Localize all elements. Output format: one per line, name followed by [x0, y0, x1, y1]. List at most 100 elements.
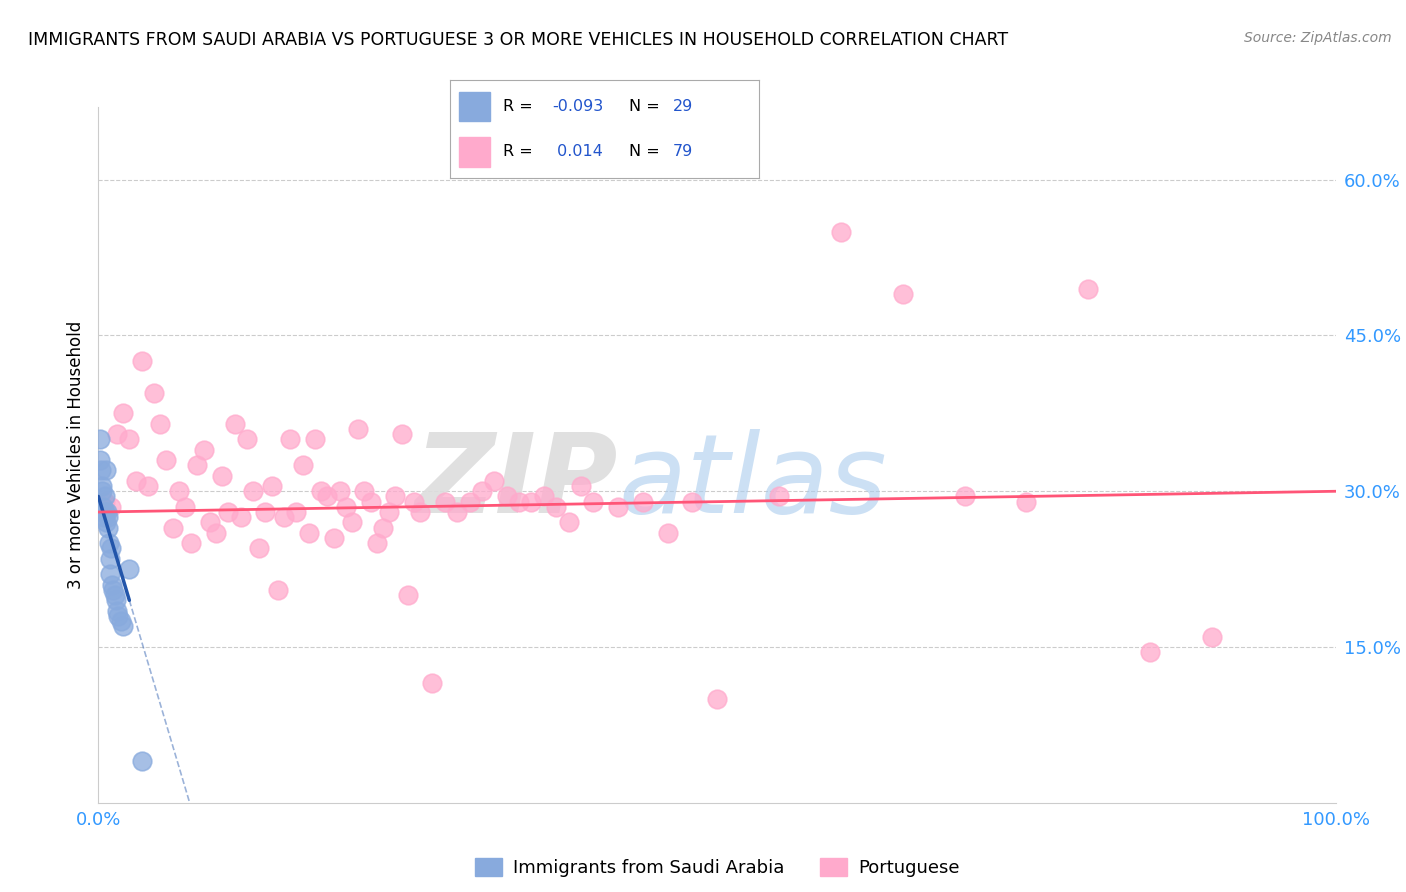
Point: [236, 433, 259, 447]
Point: [104, 593, 127, 607]
Point: [112, 406, 135, 420]
Point: [304, 433, 326, 447]
Point: [396, 588, 419, 602]
Point: [180, 536, 202, 550]
Point: [118, 433, 141, 447]
Point: [105, 604, 128, 618]
Point: [422, 676, 444, 690]
Text: Source: ZipAtlas.com: Source: ZipAtlas.com: [1244, 31, 1392, 45]
Point: [155, 453, 177, 467]
Point: [96, 505, 118, 519]
Point: [657, 525, 679, 540]
Point: [229, 510, 252, 524]
Point: [105, 427, 128, 442]
Point: [569, 479, 592, 493]
Point: [97, 510, 120, 524]
Point: [1077, 282, 1099, 296]
Text: R =: R =: [502, 145, 537, 160]
Point: [100, 500, 122, 514]
Point: [94, 505, 117, 519]
Point: [118, 562, 141, 576]
Point: [101, 578, 124, 592]
Point: [316, 490, 339, 504]
Point: [198, 516, 221, 530]
Point: [91, 500, 114, 514]
Point: [384, 490, 406, 504]
Point: [211, 468, 233, 483]
Point: [267, 582, 290, 597]
Legend: Immigrants from Saudi Arabia, Portuguese: Immigrants from Saudi Arabia, Portuguese: [467, 850, 967, 884]
Point: [329, 484, 352, 499]
Point: [484, 474, 506, 488]
Point: [371, 520, 394, 534]
Point: [681, 494, 703, 508]
Point: [242, 484, 264, 499]
Point: [93, 510, 115, 524]
Point: [378, 505, 401, 519]
Point: [224, 417, 246, 431]
Point: [273, 510, 295, 524]
Text: 0.014: 0.014: [553, 145, 603, 160]
Point: [582, 494, 605, 508]
Point: [136, 479, 159, 493]
Point: [366, 536, 388, 550]
Point: [193, 442, 215, 457]
Point: [90, 463, 112, 477]
Point: [1139, 645, 1161, 659]
Point: [768, 490, 790, 504]
Point: [93, 490, 115, 504]
Text: 29: 29: [672, 99, 693, 114]
Point: [291, 458, 314, 473]
Text: atlas: atlas: [619, 429, 887, 536]
Text: R =: R =: [502, 99, 537, 114]
Point: [520, 494, 543, 508]
Point: [186, 458, 208, 473]
Point: [217, 505, 239, 519]
Point: [149, 417, 172, 431]
Point: [124, 474, 146, 488]
Point: [446, 505, 468, 519]
Text: -0.093: -0.093: [553, 99, 603, 114]
Point: [471, 484, 494, 499]
Point: [254, 505, 277, 519]
Point: [89, 433, 111, 447]
Point: [1201, 630, 1223, 644]
Y-axis label: 3 or more Vehicles in Household: 3 or more Vehicles in Household: [66, 321, 84, 589]
Bar: [460, 92, 491, 121]
Point: [391, 427, 413, 442]
Point: [309, 484, 332, 499]
Point: [247, 541, 270, 556]
Point: [360, 494, 382, 508]
Point: [402, 494, 425, 508]
Point: [167, 484, 190, 499]
Point: [1015, 494, 1038, 508]
Point: [508, 494, 530, 508]
Point: [953, 490, 976, 504]
Point: [90, 479, 112, 493]
Point: [278, 433, 301, 447]
Point: [89, 453, 111, 467]
Point: [260, 479, 283, 493]
Point: [631, 494, 654, 508]
Point: [98, 551, 121, 566]
Point: [131, 354, 153, 368]
Point: [103, 588, 125, 602]
Point: [112, 619, 135, 633]
Text: IMMIGRANTS FROM SAUDI ARABIA VS PORTUGUESE 3 OR MORE VEHICLES IN HOUSEHOLD CORRE: IMMIGRANTS FROM SAUDI ARABIA VS PORTUGUE…: [28, 31, 1008, 49]
Point: [458, 494, 481, 508]
Text: N =: N =: [630, 145, 665, 160]
Point: [107, 608, 129, 623]
Point: [97, 536, 120, 550]
Point: [433, 494, 456, 508]
Point: [131, 754, 153, 768]
Point: [298, 525, 321, 540]
Point: [143, 385, 166, 400]
Point: [96, 463, 118, 477]
Point: [533, 490, 555, 504]
Point: [103, 582, 125, 597]
Point: [94, 516, 117, 530]
Point: [891, 287, 914, 301]
Point: [322, 531, 344, 545]
Text: ZIP: ZIP: [415, 429, 619, 536]
Point: [706, 692, 728, 706]
